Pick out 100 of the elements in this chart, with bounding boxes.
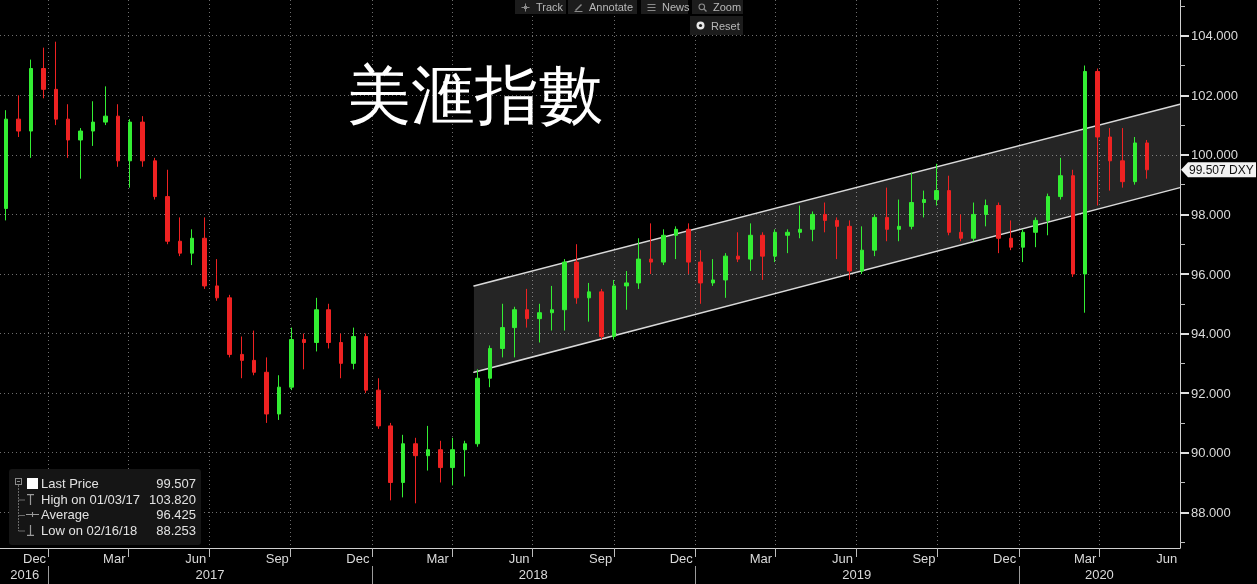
- candlestick: [302, 333, 306, 370]
- candlestick: [16, 94, 21, 138]
- x-tick-label: Dec: [22, 551, 47, 566]
- candlestick: [289, 327, 294, 391]
- annotation: Zoom: [713, 1, 742, 13]
- y-tick-label: 94.000: [1191, 326, 1231, 342]
- annotation: 99.507: [156, 476, 196, 491]
- candlestick: [426, 425, 430, 472]
- candlestick: [860, 225, 864, 275]
- candlestick: [636, 237, 641, 290]
- candlestick: [41, 47, 46, 99]
- annotation: Reset: [711, 19, 740, 32]
- candlestick: [500, 303, 505, 358]
- candlestick: [128, 118, 132, 189]
- candlestick: [537, 303, 542, 343]
- candlestick: [103, 85, 108, 126]
- y-tick-label: 96.000: [1191, 266, 1231, 282]
- y-tick-label: 104.000: [1191, 28, 1238, 44]
- candlestick: [1046, 193, 1050, 236]
- annotation: Track: [536, 1, 564, 13]
- candlestick: [364, 333, 368, 394]
- candlestick: [1120, 127, 1125, 189]
- candlestick: [897, 199, 901, 242]
- x-tick-label: Jun: [831, 551, 853, 566]
- candlestick: [711, 258, 715, 287]
- text: 美滙指數: [347, 58, 603, 132]
- x-tick-label: Jun: [1156, 551, 1178, 566]
- candlestick: [686, 222, 691, 275]
- candlestick: [264, 356, 269, 424]
- candlestick: [909, 172, 914, 230]
- candlestick: [4, 109, 8, 221]
- candlestick: [1021, 228, 1025, 263]
- annotation: Last Price: [41, 476, 99, 491]
- candlestick: [91, 100, 95, 147]
- candlestick: [401, 434, 405, 498]
- candlestick: [885, 187, 889, 242]
- candlestick: [1145, 139, 1149, 180]
- candlestick: [190, 228, 194, 266]
- candlestick: [674, 225, 678, 260]
- candlestick: [351, 327, 356, 370]
- candlestick: [450, 437, 455, 486]
- candlestick: [785, 228, 790, 254]
- candlestick: [847, 219, 852, 281]
- candlestick: [66, 103, 70, 159]
- y-tick-label: 98.000: [1191, 206, 1231, 222]
- candlestick: [215, 258, 219, 302]
- candlestick: [736, 231, 740, 263]
- x-tick-label: Sep: [589, 551, 613, 566]
- candlestick: [599, 288, 604, 341]
- candlestick: [587, 282, 591, 323]
- y-tick-label: 102.000: [1191, 87, 1238, 103]
- candlestick: [550, 285, 554, 332]
- candlestick: [488, 344, 492, 388]
- candlestick: [178, 216, 182, 257]
- annotation: News: [662, 1, 690, 13]
- candlestick: [649, 222, 653, 275]
- candlestick: [698, 249, 703, 305]
- annotation: Low on 02/16/18: [41, 522, 138, 538]
- candlestick: [140, 115, 145, 168]
- candlestick: [872, 213, 877, 257]
- candlestick: [959, 213, 963, 242]
- candlestick: [1058, 157, 1063, 201]
- candlestick: [624, 270, 629, 311]
- candlestick: [1083, 65, 1087, 314]
- y-tick-label: 100.000: [1191, 147, 1238, 163]
- candlestick: [78, 127, 83, 180]
- annotation: 103.820: [149, 491, 196, 507]
- y-tick-label: 90.000: [1191, 445, 1231, 461]
- x-tick-label: Jun: [185, 551, 207, 566]
- candlestick: [934, 163, 939, 206]
- y-tick-label: 88.000: [1191, 504, 1231, 520]
- candlestick: [984, 199, 988, 227]
- candlestick: [227, 294, 232, 358]
- candlestick: [326, 303, 331, 349]
- candlestick: [277, 374, 281, 421]
- candlestick: [996, 202, 1001, 254]
- candlestick: [525, 288, 529, 329]
- candlestick: [339, 333, 343, 379]
- candlestick: [661, 228, 666, 266]
- candlestick: [1071, 169, 1075, 278]
- candlestick: [562, 258, 567, 332]
- x2-tick-label: 2017: [195, 567, 225, 582]
- x-tick-label: Sep: [912, 551, 936, 566]
- candlestick: [512, 306, 517, 358]
- annotation: 96.425: [156, 507, 196, 522]
- candlestick: [438, 440, 443, 483]
- candlestick: [252, 330, 256, 376]
- x2-tick-label: 2020: [1084, 567, 1114, 582]
- x-tick-label: Mar: [103, 551, 127, 566]
- candlestick: [947, 175, 951, 236]
- candlestick: [971, 202, 976, 242]
- candlestick: [413, 437, 418, 504]
- x-tick-label: Jun: [508, 551, 530, 566]
- candlestick: [748, 222, 753, 272]
- candlestick: [165, 169, 170, 245]
- candlestick: [54, 41, 58, 126]
- x-tick-label: Dec: [669, 551, 694, 566]
- candlestick: [376, 377, 381, 430]
- candlestick: [1108, 127, 1112, 192]
- text: 99.507 DXY: [1189, 162, 1254, 177]
